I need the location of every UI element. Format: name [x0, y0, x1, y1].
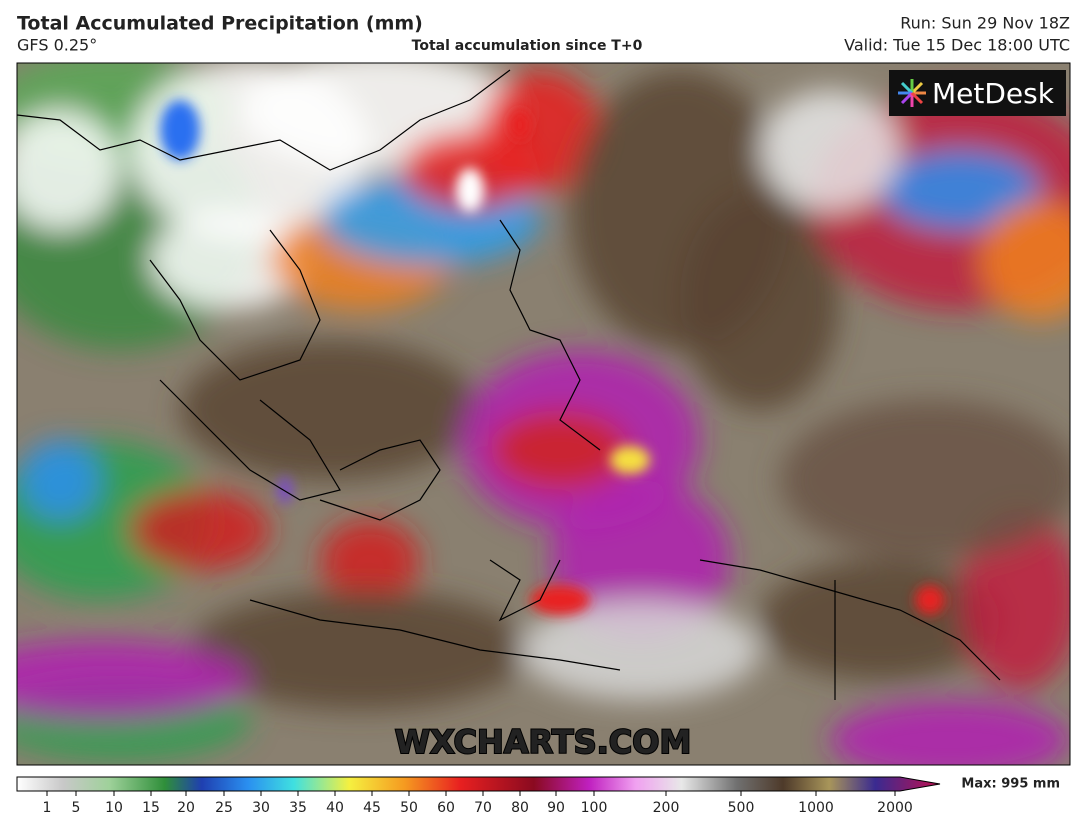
colorbar-tick-label: 1 [43, 800, 52, 816]
precip-area [760, 90, 900, 210]
colorbar-tick-label: 5 [72, 800, 81, 816]
colorbar-tick-label: 45 [363, 800, 381, 816]
colorbar-tick-label: 1000 [798, 800, 834, 816]
precip-area [320, 520, 420, 600]
precip-area [17, 640, 250, 720]
precip-area [180, 340, 480, 480]
colorbar-tick-label: 25 [215, 800, 233, 816]
colorbar-tick-label: 30 [252, 800, 270, 816]
precip-area [830, 700, 1070, 765]
precip-area [490, 410, 630, 490]
precip-area [680, 190, 840, 410]
colorbar: 1 5 10 15 20 25 30 35 40 45 50 60 70 80 90 100 200 500 100… [16, 776, 1060, 816]
precip-cell [160, 100, 200, 160]
valid-time: Valid: Tue 15 Dec 18:00 UTC [844, 36, 1070, 55]
colorbar-tick-label: 90 [547, 800, 565, 816]
colorbar-tick-label: 20 [177, 800, 195, 816]
precip-area [880, 150, 1040, 230]
run-time: Run: Sun 29 Nov 18Z [900, 14, 1070, 33]
subtitle: Total accumulation since T+0 [412, 38, 643, 54]
logo-icon [898, 79, 926, 107]
precip-area [520, 600, 760, 700]
max-label: Max: 995 mm [961, 777, 1060, 792]
logo: MetDesk [889, 70, 1066, 116]
coastlines [17, 69, 1001, 700]
precipitation-map: WXCHARTS.COM [17, 63, 1070, 765]
title: Total Accumulated Precipitation (mm) [17, 13, 423, 35]
colorbar-tick-label: 500 [728, 800, 755, 816]
colorbar-tick-label: 40 [326, 800, 344, 816]
colorbar-tick-label: 2000 [877, 800, 913, 816]
colorbar-tick-label: 35 [289, 800, 307, 816]
precip-area [20, 440, 100, 520]
precip-area [960, 510, 1070, 690]
logo-text: MetDesk [932, 77, 1055, 110]
precip-cell [610, 446, 650, 474]
colorbar-tick-label: 70 [474, 800, 492, 816]
colorbar-tick-label: 200 [653, 800, 680, 816]
precip-cell [510, 110, 530, 140]
precip-area [17, 110, 120, 230]
precip-area [190, 590, 530, 710]
colorbar-tick-label: 80 [511, 800, 529, 816]
precip-area [550, 480, 730, 640]
watermark: WXCHARTS.COM [395, 723, 692, 761]
colorbar-tick-label: 10 [105, 800, 123, 816]
precip-area [980, 200, 1070, 320]
precip-cell [456, 168, 484, 212]
precip-area [780, 400, 1070, 560]
map-frame [16, 62, 1071, 766]
precip-cell [277, 476, 293, 504]
precip-area [150, 210, 310, 310]
precip-cell [915, 585, 945, 615]
colorbar-tick-label: 60 [437, 800, 455, 816]
colorbar-tick-label: 100 [581, 800, 608, 816]
precip-area [130, 490, 270, 570]
precip-area [480, 70, 600, 190]
precip-cell [530, 585, 590, 615]
colorbar-scale [16, 776, 941, 792]
colorbar-tick-label: 50 [400, 800, 418, 816]
model: GFS 0.25° [17, 36, 97, 55]
colorbar-tick-label: 15 [142, 800, 160, 816]
